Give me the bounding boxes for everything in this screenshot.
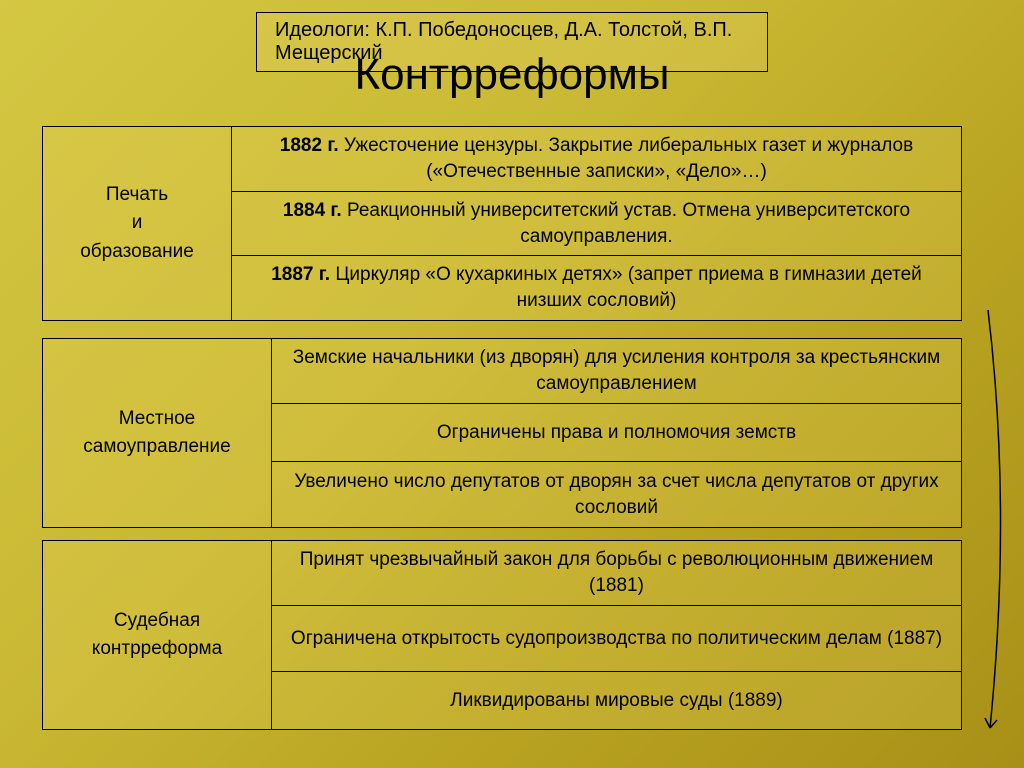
table-row: 1887 г. Циркуляр «О кухаркиных детях» (з… [232,256,962,321]
table-row: 1882 г. Ужесточение цензуры. Закрытие ли… [232,126,962,192]
block-rows: 1882 г. Ужесточение цензуры. Закрытие ли… [232,126,962,321]
block-press-education: Печать и образование 1882 г. Ужесточение… [42,126,962,321]
block-rows: Принят чрезвычайный закон для борьбы с р… [272,540,962,730]
page-title: Контрреформы [355,50,670,100]
block-local-government: Местное самоуправление Земские начальник… [42,338,962,528]
block-label: Местное самоуправление [42,338,272,528]
table-row: Принят чрезвычайный закон для борьбы с р… [272,540,962,606]
block-rows: Земские начальники (из дворян) для усиле… [272,338,962,528]
block-judicial: Судебная контрреформа Принят чрезвычайны… [42,540,962,730]
table-row: Ограничены права и полномочия земств [272,404,962,462]
block-label: Печать и образование [42,126,232,321]
curved-arrow-icon [976,310,1016,740]
table-row: Ограничена открытость судопроизводства п… [272,606,962,672]
block-label: Судебная контрреформа [42,540,272,730]
table-row: 1884 г. Реакционный университетский уста… [232,192,962,256]
table-row: Увеличено число депутатов от дворян за с… [272,462,962,528]
table-row: Ликвидированы мировые суды (1889) [272,672,962,730]
table-row: Земские начальники (из дворян) для усиле… [272,338,962,404]
